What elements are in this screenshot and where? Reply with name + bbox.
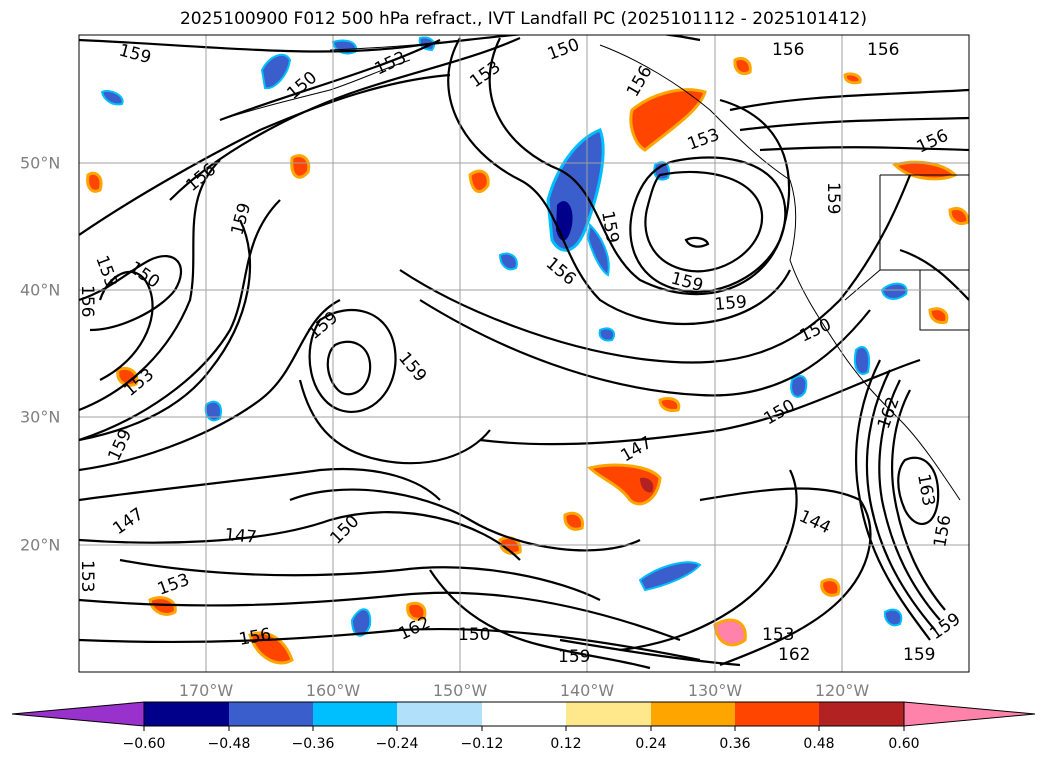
colorbar-bin [313, 702, 397, 726]
graticule [79, 35, 969, 672]
colorbar-bin [397, 702, 482, 726]
colorbar-extend-high [903, 701, 1036, 727]
colorbar-bin [651, 702, 735, 726]
anomaly-fills [86, 36, 969, 665]
colorbar-tick-label: 0.60 [888, 736, 920, 752]
map-title: 2025100900 F012 500 hPa refract., IVT La… [179, 9, 867, 29]
colorbar-tick-label: 0.48 [803, 736, 835, 752]
lon-label: 170°W [178, 681, 234, 700]
colorbar-tick-label: 0.24 [635, 736, 667, 752]
contour-label: 159 [823, 182, 843, 214]
colorbar-bin [229, 702, 313, 726]
colorbar-bin [566, 702, 651, 726]
contour-label: 159 [558, 647, 590, 667]
contour-label: 153 [77, 560, 97, 592]
lat-label: 30°N [20, 407, 61, 427]
contour-label: 150 [458, 625, 490, 645]
colorbar-bin [819, 702, 904, 726]
contour-label: 162 [778, 645, 810, 665]
colorbar-extend-low [11, 701, 145, 727]
colorbar-bin [144, 702, 229, 726]
lon-label: 150°W [432, 681, 488, 700]
colorbar-tick-label: −0.60 [122, 736, 166, 752]
contour-label: 156 [77, 285, 97, 317]
contour-label: 159 [714, 292, 748, 315]
colorbar-tick-label: 0.12 [550, 736, 582, 752]
lon-label: 120°W [814, 681, 870, 700]
colorbar-tick-label: −0.12 [460, 736, 504, 752]
colorbar-tick-label: −0.24 [375, 736, 419, 752]
colorbar-tick-label: −0.48 [207, 736, 251, 752]
colorbar-tick-label: −0.36 [291, 736, 335, 752]
lon-label: 160°W [305, 681, 361, 700]
lat-label: 40°N [20, 280, 61, 300]
height-contours [79, 35, 969, 670]
colorbar [11, 701, 1036, 731]
contour-label: 159 [903, 645, 935, 665]
colorbar-tick-label: 0.36 [719, 736, 751, 752]
map-frame [78, 34, 970, 673]
contour-label: 153 [762, 625, 794, 645]
lat-label: 20°N [20, 535, 61, 555]
lat-label: 50°N [20, 153, 61, 173]
lon-label: 130°W [687, 681, 743, 700]
contour-label: 156 [867, 40, 899, 60]
colorbar-bin [482, 702, 566, 726]
colorbar-bin [735, 702, 819, 726]
lon-label: 140°W [559, 681, 615, 700]
contour-label: 147 [224, 525, 258, 548]
contour-label: 156 [772, 40, 804, 60]
